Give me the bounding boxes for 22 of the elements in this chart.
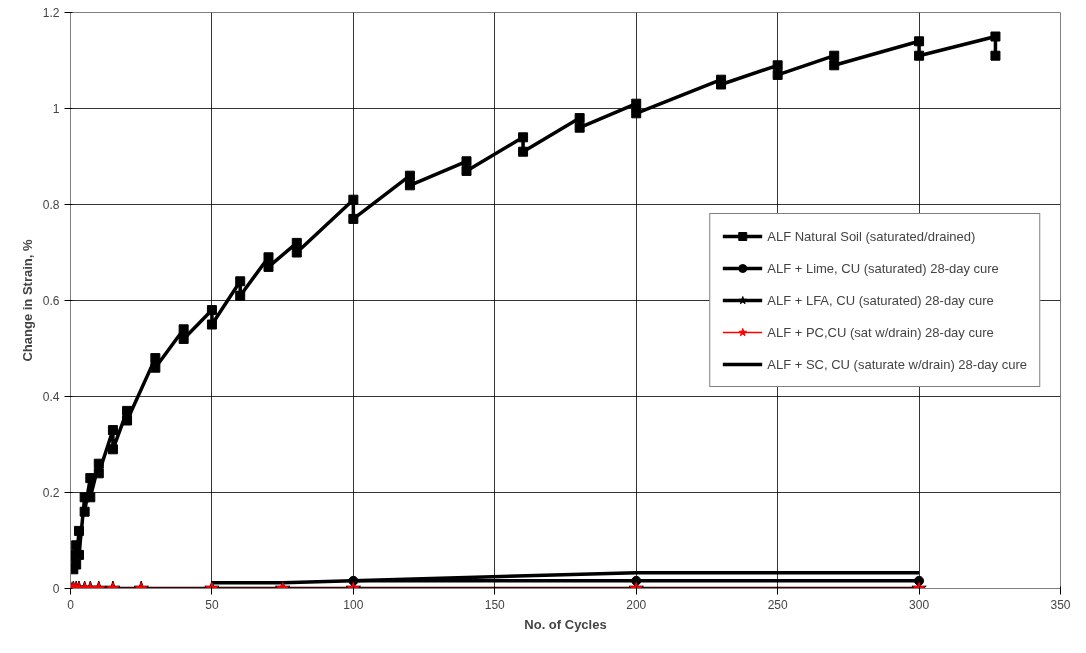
legend-label: ALF + Lime, CU (saturated) 28-day cure bbox=[767, 260, 999, 276]
y-tick-label: 0.6 bbox=[42, 294, 60, 308]
x-tick-label: 100 bbox=[343, 597, 364, 612]
x-tick-label: 300 bbox=[909, 597, 930, 612]
x-axis-title: No. of Cycles bbox=[524, 616, 607, 632]
legend-label: ALF + SC, CU (saturate w/drain) 28-day cure bbox=[767, 356, 1027, 372]
y-tick-label: 0.8 bbox=[42, 198, 60, 212]
x-tick-label: 200 bbox=[626, 597, 647, 612]
y-axis-title: Change in Strain, % bbox=[19, 239, 35, 362]
y-tick-label: 0.2 bbox=[42, 486, 60, 500]
y-tick-label: 1 bbox=[52, 102, 60, 116]
y-tick-label: 0.4 bbox=[42, 390, 60, 404]
legend-label: ALF + PC,CU (sat w/drain) 28-day cure bbox=[767, 324, 994, 340]
legend-label: ALF + LFA, CU (saturated) 28-day cure bbox=[767, 292, 994, 308]
y-tick-label: 1.2 bbox=[42, 6, 60, 20]
y-tick-label: 0 bbox=[52, 582, 60, 596]
x-tick-label: 150 bbox=[484, 597, 506, 612]
legend-label: ALF Natural Soil (saturated/drained) bbox=[767, 228, 976, 244]
x-tick-label: 250 bbox=[767, 597, 788, 612]
x-tick-label: 0 bbox=[67, 597, 75, 612]
x-tick-label: 350 bbox=[1050, 597, 1071, 612]
x-tick-label: 50 bbox=[205, 597, 219, 612]
